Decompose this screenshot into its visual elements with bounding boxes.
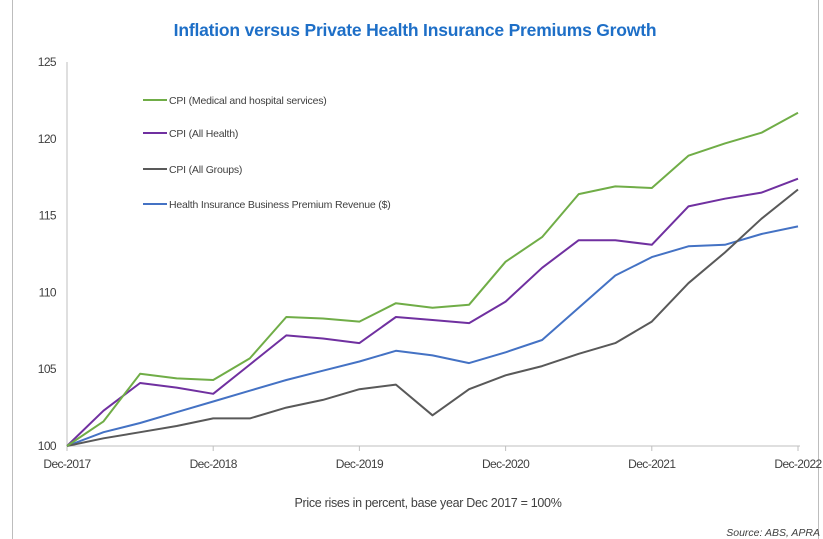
source-note: Source: ABS, APRA xyxy=(726,527,820,539)
right-border xyxy=(818,0,819,539)
y-tick-label: 110 xyxy=(39,285,57,299)
series-line xyxy=(66,111,799,447)
chart-title: Inflation versus Private Health Insuranc… xyxy=(173,20,657,40)
y-tick-label: 120 xyxy=(38,132,57,146)
left-border xyxy=(12,0,13,539)
y-tick-label: 105 xyxy=(38,362,57,376)
x-axis-label: Price rises in percent, base year Dec 20… xyxy=(294,496,561,510)
legend: CPI (Medical and hospital services) CPI (… xyxy=(143,95,391,211)
x-tick-label: Dec-2022 xyxy=(774,457,822,471)
x-tick-label: Dec-2018 xyxy=(190,457,238,471)
legend-label: CPI (Medical and hospital services) xyxy=(169,95,327,107)
y-axis-ticks: 100 105 110 115 120 125 xyxy=(38,55,58,453)
legend-label: Health Insurance Business Premium Revenu… xyxy=(169,199,391,211)
x-tick-label: Dec-2019 xyxy=(336,457,384,471)
series-line xyxy=(66,225,799,447)
x-tick-label: Dec-2020 xyxy=(482,457,530,471)
legend-label: CPI (All Groups) xyxy=(169,164,242,176)
legend-label: CPI (All Health) xyxy=(169,128,238,140)
series-line xyxy=(66,188,799,447)
y-tick-label: 100 xyxy=(38,439,57,453)
y-tick-label: 115 xyxy=(39,209,57,223)
x-axis-ticks: Dec-2017 Dec-2018 Dec-2019 Dec-2020 Dec-2021… xyxy=(43,446,823,471)
y-tick-label: 125 xyxy=(38,55,57,69)
x-tick-label: Dec-2021 xyxy=(628,457,676,471)
x-tick-label: Dec-2017 xyxy=(43,457,91,471)
series-lines xyxy=(66,111,799,447)
series-line xyxy=(66,177,799,447)
axes xyxy=(66,62,800,447)
